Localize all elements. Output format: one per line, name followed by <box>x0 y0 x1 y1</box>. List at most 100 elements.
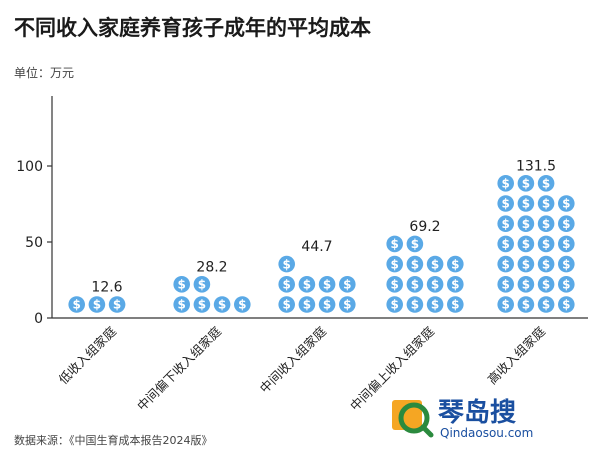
coin-icon: $ <box>537 195 555 212</box>
coin-icon: $ <box>278 276 296 293</box>
coin-icon: $ <box>234 296 251 313</box>
coin-icon: $ <box>108 296 126 313</box>
svg-text:$: $ <box>391 298 399 312</box>
svg-text:$: $ <box>451 257 459 271</box>
coin-icon: $ <box>558 296 575 313</box>
svg-text:$: $ <box>391 237 399 251</box>
svg-text:$: $ <box>411 237 419 251</box>
svg-text:$: $ <box>238 298 246 312</box>
coin-icon: $ <box>537 276 555 293</box>
coin-icon: $ <box>537 175 555 192</box>
svg-text:$: $ <box>502 298 510 312</box>
coin-icon: $ <box>213 296 231 313</box>
coin-icon: $ <box>298 296 316 313</box>
coin-icon: $ <box>278 296 296 313</box>
coin-icon: $ <box>193 276 211 293</box>
svg-text:$: $ <box>562 278 570 292</box>
coin-icon: $ <box>406 296 424 313</box>
coin-icon: $ <box>386 296 404 313</box>
svg-text:$: $ <box>303 298 311 312</box>
svg-text:$: $ <box>411 257 419 271</box>
svg-text:$: $ <box>542 237 550 251</box>
coin-icon: $ <box>426 296 444 313</box>
coin-icon: $ <box>558 195 575 212</box>
axes: 0 50 100 <box>16 96 588 327</box>
svg-text:$: $ <box>113 298 121 312</box>
svg-text:$: $ <box>431 278 439 292</box>
coin-icon: $ <box>339 276 356 293</box>
coin-icon: $ <box>447 276 464 293</box>
coin-icon: $ <box>339 296 356 313</box>
svg-text:$: $ <box>542 197 550 211</box>
coin-icon: $ <box>193 296 211 313</box>
category-label: 中间收入组家庭 <box>257 323 330 396</box>
coin-icon: $ <box>517 195 535 212</box>
coin-icon: $ <box>497 175 514 192</box>
svg-text:$: $ <box>522 197 530 211</box>
coin-icon: $ <box>537 255 555 273</box>
svg-text:$: $ <box>323 298 331 312</box>
svg-text:$: $ <box>283 257 291 271</box>
svg-text:$: $ <box>562 197 570 211</box>
svg-text:$: $ <box>391 257 399 271</box>
svg-text:$: $ <box>522 298 530 312</box>
svg-text:$: $ <box>542 298 550 312</box>
svg-text:$: $ <box>502 177 510 191</box>
category-label: 中间偏下收入组家庭 <box>134 323 225 414</box>
coin-icon: $ <box>537 235 555 253</box>
coin-icon: $ <box>68 296 85 313</box>
coin-icon: $ <box>517 276 535 293</box>
svg-text:$: $ <box>502 278 510 292</box>
coin-bars: $ $ $ $ $ $ $ $ $ $ $ $ $ $ $ $ $ $ $ $ $ $ $ $ $ $ $ $ $ $ $ $ $ $ $ $ $ $ $ $… <box>68 175 575 313</box>
coin-icon: $ <box>517 235 535 253</box>
coin-icon: $ <box>447 296 464 313</box>
coin-icon: $ <box>386 235 404 253</box>
coin-icon: $ <box>318 296 336 313</box>
value-label: 131.5 <box>516 158 556 174</box>
coin-icon: $ <box>447 255 464 273</box>
coin-icon: $ <box>88 296 106 313</box>
svg-text:$: $ <box>198 278 206 292</box>
coin-icon: $ <box>426 276 444 293</box>
chart-title: 不同收入家庭养育孩子成年的平均成本 <box>14 16 371 40</box>
svg-text:$: $ <box>431 298 439 312</box>
coin-icon: $ <box>406 276 424 293</box>
svg-text:$: $ <box>542 177 550 191</box>
coin-icon: $ <box>173 276 190 293</box>
svg-text:$: $ <box>522 278 530 292</box>
svg-text:$: $ <box>323 278 331 292</box>
category-label: 高收入组家庭 <box>484 323 548 387</box>
coin-icon: $ <box>558 276 575 293</box>
svg-text:$: $ <box>502 257 510 271</box>
svg-text:$: $ <box>562 237 570 251</box>
svg-text:$: $ <box>502 217 510 231</box>
value-label: 44.7 <box>301 239 332 255</box>
svg-text:$: $ <box>542 257 550 271</box>
brand-watermark: 琴岛搜 Qindaosou.com <box>390 390 590 446</box>
coin-icon: $ <box>517 296 535 313</box>
coin-icon: $ <box>497 276 514 293</box>
svg-text:$: $ <box>178 278 186 292</box>
svg-text:$: $ <box>451 298 459 312</box>
value-label: 12.6 <box>91 280 122 296</box>
coin-icon: $ <box>426 255 444 273</box>
unit-label: 单位：万元 <box>14 66 75 80</box>
svg-text:$: $ <box>431 257 439 271</box>
svg-text:$: $ <box>343 298 351 312</box>
brand-url: Qindaosou.com <box>440 426 534 440</box>
svg-text:$: $ <box>542 278 550 292</box>
svg-text:$: $ <box>522 177 530 191</box>
coin-icon: $ <box>318 276 336 293</box>
svg-text:$: $ <box>178 298 186 312</box>
svg-text:$: $ <box>283 298 291 312</box>
data-source: 数据来源：《中国生育成本报告2024版》 <box>14 434 213 447</box>
coin-icon: $ <box>537 296 555 313</box>
svg-text:$: $ <box>502 197 510 211</box>
coin-icon: $ <box>406 235 424 253</box>
coin-icon: $ <box>298 276 316 293</box>
svg-text:$: $ <box>522 237 530 251</box>
svg-text:$: $ <box>522 257 530 271</box>
svg-text:$: $ <box>562 217 570 231</box>
svg-text:$: $ <box>522 217 530 231</box>
